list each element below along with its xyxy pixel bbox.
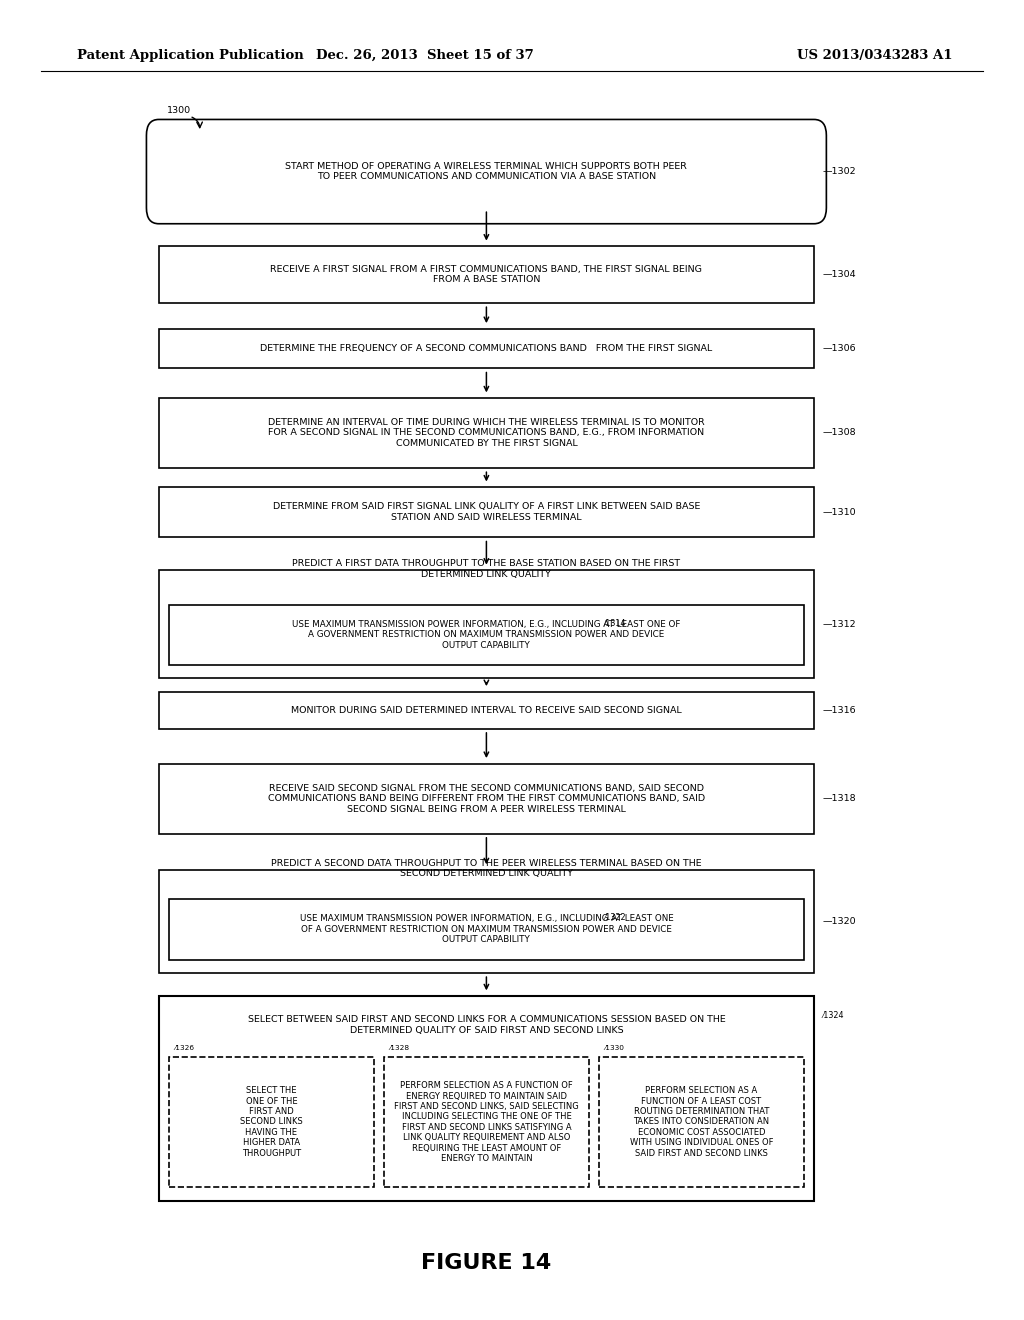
Text: DETERMINE FROM SAID FIRST SIGNAL LINK QUALITY OF A FIRST LINK BETWEEN SAID BASE
: DETERMINE FROM SAID FIRST SIGNAL LINK QU… — [272, 503, 700, 521]
Text: MONITOR DURING SAID DETERMINED INTERVAL TO RECEIVE SAID SECOND SIGNAL: MONITOR DURING SAID DETERMINED INTERVAL … — [291, 706, 682, 714]
Text: USE MAXIMUM TRANSMISSION POWER INFORMATION, E.G., INCLUDING AT LEAST ONE OF
A GO: USE MAXIMUM TRANSMISSION POWER INFORMATI… — [292, 620, 681, 649]
Text: ⁄1322: ⁄1322 — [604, 913, 626, 921]
Bar — [599, 1056, 804, 1188]
Bar — [159, 570, 814, 678]
Bar — [169, 899, 804, 960]
Text: DETERMINE AN INTERVAL OF TIME DURING WHICH THE WIRELESS TERMINAL IS TO MONITOR
F: DETERMINE AN INTERVAL OF TIME DURING WHI… — [268, 418, 705, 447]
Text: PREDICT A SECOND DATA THROUGHPUT TO THE PEER WIRELESS TERMINAL BASED ON THE
SECO: PREDICT A SECOND DATA THROUGHPUT TO THE … — [271, 859, 701, 878]
Bar — [159, 397, 814, 467]
FancyBboxPatch shape — [146, 120, 826, 223]
Text: START METHOD OF OPERATING A WIRELESS TERMINAL WHICH SUPPORTS BOTH PEER
TO PEER C: START METHOD OF OPERATING A WIRELESS TER… — [286, 162, 687, 181]
Text: US 2013/0343283 A1: US 2013/0343283 A1 — [797, 49, 952, 62]
Text: SELECT BETWEEN SAID FIRST AND SECOND LINKS FOR A COMMUNICATIONS SESSION BASED ON: SELECT BETWEEN SAID FIRST AND SECOND LIN… — [248, 1015, 725, 1035]
Bar — [159, 763, 814, 834]
Text: RECEIVE A FIRST SIGNAL FROM A FIRST COMMUNICATIONS BAND, THE FIRST SIGNAL BEING
: RECEIVE A FIRST SIGNAL FROM A FIRST COMM… — [270, 265, 702, 284]
Text: ⁄1314: ⁄1314 — [604, 619, 626, 627]
Text: SELECT THE
ONE OF THE
FIRST AND
SECOND LINKS
HAVING THE
HIGHER DATA
THROUGHPUT: SELECT THE ONE OF THE FIRST AND SECOND L… — [240, 1086, 303, 1158]
Bar — [159, 487, 814, 537]
Text: —1304: —1304 — [822, 271, 856, 279]
Text: ⁄1324: ⁄1324 — [822, 1011, 844, 1020]
Bar — [159, 329, 814, 368]
Text: PERFORM SELECTION AS A
FUNCTION OF A LEAST COST
ROUTING DETERMINATION THAT
TAKES: PERFORM SELECTION AS A FUNCTION OF A LEA… — [630, 1086, 773, 1158]
Bar — [159, 246, 814, 302]
Text: USE MAXIMUM TRANSMISSION POWER INFORMATION, E.G., INCLUDING AT LEAST ONE
OF A GO: USE MAXIMUM TRANSMISSION POWER INFORMATI… — [300, 915, 673, 944]
Bar — [159, 997, 814, 1201]
Text: Dec. 26, 2013  Sheet 15 of 37: Dec. 26, 2013 Sheet 15 of 37 — [316, 49, 534, 62]
Bar — [159, 692, 814, 729]
Bar — [159, 870, 814, 973]
Text: —1312: —1312 — [822, 620, 856, 628]
Text: ⁄1328: ⁄1328 — [389, 1045, 410, 1051]
Text: 1300: 1300 — [167, 106, 191, 115]
Bar — [169, 605, 804, 665]
Bar — [384, 1056, 589, 1188]
Text: ⁄1326: ⁄1326 — [174, 1045, 195, 1051]
Text: —1302: —1302 — [822, 168, 856, 176]
Text: ⁄1330: ⁄1330 — [604, 1045, 625, 1051]
Text: PREDICT A FIRST DATA THROUGHPUT TO THE BASE STATION BASED ON THE FIRST
DETERMINE: PREDICT A FIRST DATA THROUGHPUT TO THE B… — [292, 560, 681, 578]
Text: DETERMINE THE FREQUENCY OF A SECOND COMMUNICATIONS BAND   FROM THE FIRST SIGNAL: DETERMINE THE FREQUENCY OF A SECOND COMM… — [260, 345, 713, 352]
Text: PERFORM SELECTION AS A FUNCTION OF
ENERGY REQUIRED TO MAINTAIN SAID
FIRST AND SE: PERFORM SELECTION AS A FUNCTION OF ENERG… — [394, 1081, 579, 1163]
Text: —1320: —1320 — [822, 917, 856, 925]
Text: —1310: —1310 — [822, 508, 856, 516]
Text: RECEIVE SAID SECOND SIGNAL FROM THE SECOND COMMUNICATIONS BAND, SAID SECOND
COMM: RECEIVE SAID SECOND SIGNAL FROM THE SECO… — [268, 784, 705, 813]
Text: FIGURE 14: FIGURE 14 — [421, 1253, 552, 1274]
Text: —1316: —1316 — [822, 706, 856, 714]
Text: Patent Application Publication: Patent Application Publication — [77, 49, 303, 62]
Text: —1308: —1308 — [822, 429, 856, 437]
Text: —1318: —1318 — [822, 795, 856, 803]
Bar — [169, 1056, 374, 1188]
Text: —1306: —1306 — [822, 345, 856, 352]
